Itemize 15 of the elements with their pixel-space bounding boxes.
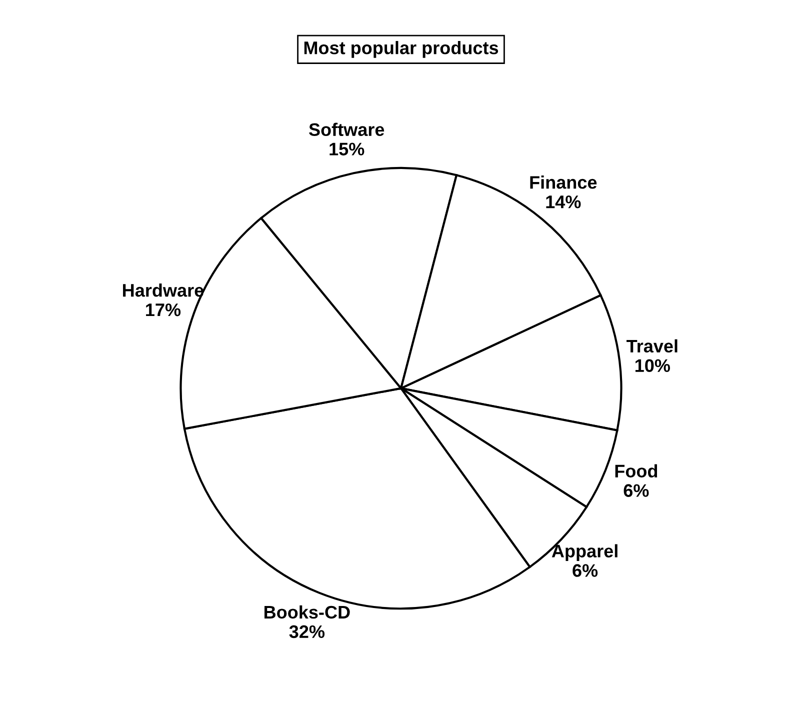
slice-label: Food [615,464,658,478]
slice-label: Finance [530,176,597,189]
data-label: 14% [546,196,581,208]
slice-label: Travel [626,339,678,353]
data-label: 15% [330,142,364,156]
slice-label: Software [309,122,384,136]
slice-label: Books-CD [264,605,350,619]
data-label: 6% [572,564,598,577]
data-label: 32% [289,625,325,638]
data-label: 6% [624,484,649,497]
slice-label: Hardware [123,284,204,297]
chart-title: Most popular products [304,41,498,58]
slice-label: Apparel [552,544,618,562]
data-label: 17% [146,303,181,316]
data-label: 10% [635,359,670,372]
